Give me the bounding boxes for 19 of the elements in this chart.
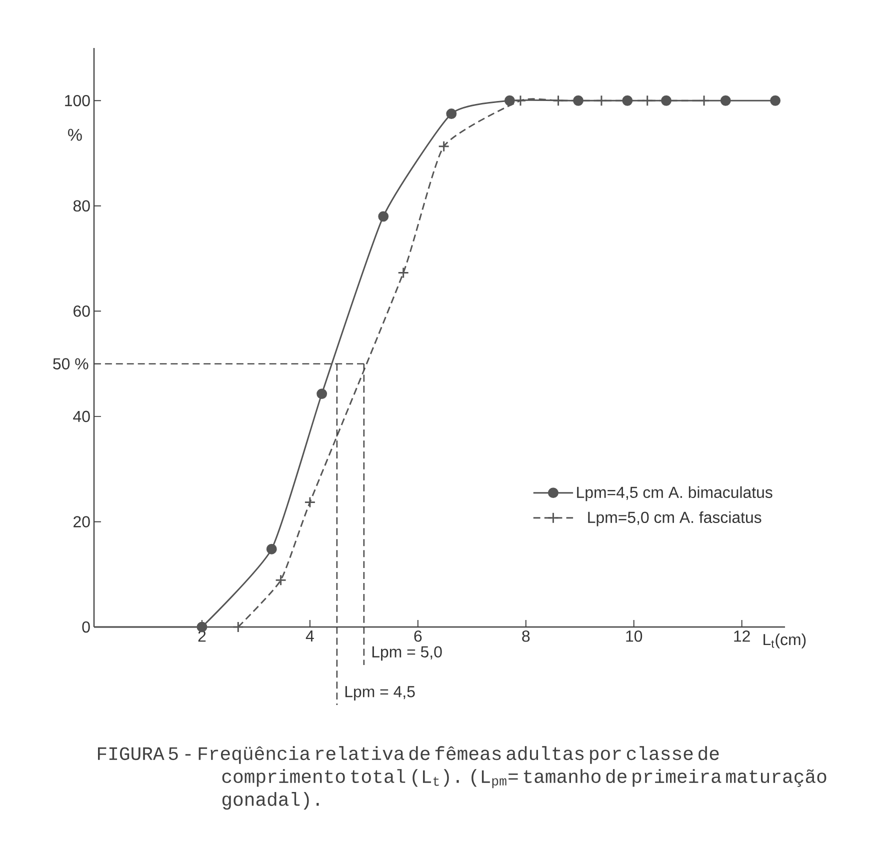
text: FIGURA 5 - Freqüência relativa de fêmeas adultas por classe de comprimento total (L$_{t}$). (L$_{pm}$= tamanho de primeira maturação gonadal). (98, 746, 826, 810)
y-tick-label: 80 (73, 200, 90, 212)
x-tick-label: 6 (414, 630, 422, 642)
y-axis-title: % (68, 128, 82, 141)
x-axis-title: L$_{t}$(cm) (764, 634, 806, 648)
y-tick-label: 40 (73, 410, 90, 422)
x-tick-label: 12 (734, 630, 750, 642)
ref-line-label: Lpm = 4,5 (345, 686, 415, 700)
y-tick-label: 20 (74, 516, 90, 528)
ref-line-label: 50 % (53, 358, 88, 370)
y-tick-label: 100 (65, 94, 90, 106)
ref-line-label: Lpm = 5,0 (372, 646, 442, 661)
x-tick-label: 10 (626, 630, 642, 642)
y-tick-label: 0 (82, 621, 90, 633)
x-tick-label: 8 (522, 630, 530, 642)
legend-label: Lpm=4,5 cm A. bimaculatus (577, 486, 772, 502)
legend-label: Lpm=5,0 cm A. fasciatus (588, 511, 762, 526)
y-tick-label: 60 (74, 306, 90, 317)
x-tick-label: 4 (306, 630, 314, 642)
